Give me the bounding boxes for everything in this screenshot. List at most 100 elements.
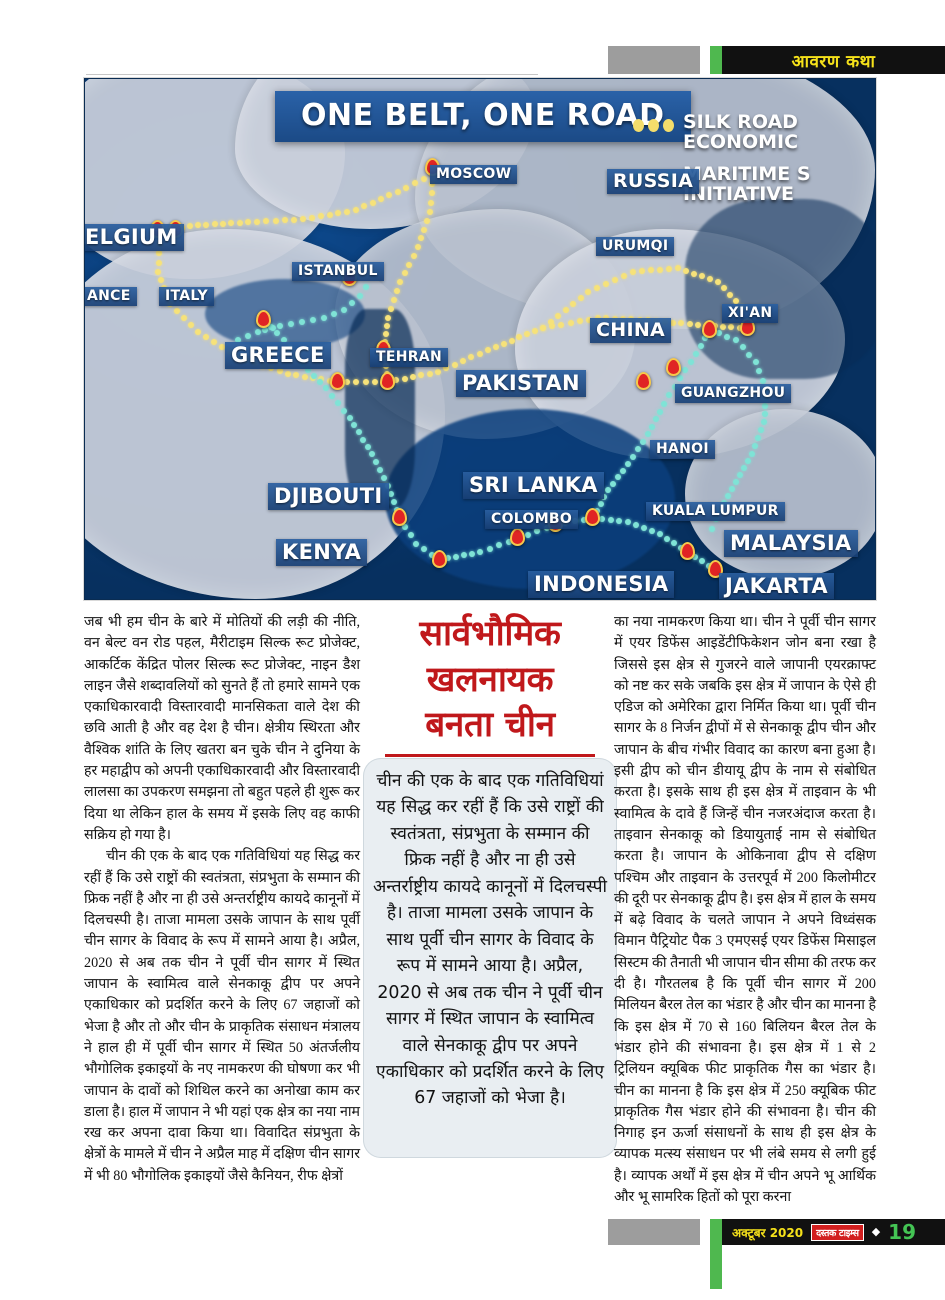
route-dot bbox=[729, 486, 735, 492]
route-dot bbox=[666, 392, 673, 399]
route-dot bbox=[331, 311, 337, 317]
article-headline: सार्वभौमिक खलनायक बनता चीन bbox=[366, 612, 614, 749]
route-dot bbox=[496, 542, 502, 548]
route-dot bbox=[391, 297, 397, 303]
route-dot bbox=[739, 344, 746, 351]
route-dot bbox=[381, 475, 387, 481]
route-dot bbox=[211, 221, 218, 227]
footer-green-accent bbox=[710, 1219, 722, 1245]
route-dot bbox=[155, 269, 161, 275]
route-dot bbox=[317, 379, 323, 385]
route-dot bbox=[753, 359, 759, 365]
route-dot bbox=[727, 291, 733, 298]
route-dot bbox=[277, 323, 283, 329]
route-dot bbox=[540, 325, 546, 331]
header-section-plate: आवरण कथा bbox=[722, 46, 945, 74]
route-dot bbox=[534, 528, 540, 534]
map-title-text: ONE BELT, ONE ROAD bbox=[301, 98, 665, 133]
route-dot bbox=[443, 365, 450, 372]
publication-logo: दस्तक टाइम्स bbox=[811, 1223, 864, 1241]
map-city-node-marker bbox=[666, 358, 681, 376]
route-dot bbox=[188, 322, 194, 328]
footer-gray-block bbox=[608, 1219, 700, 1245]
route-dot bbox=[693, 351, 699, 357]
map-label-sri-lanka: SRI LANKA bbox=[463, 472, 604, 499]
route-dot bbox=[371, 379, 378, 385]
route-dot bbox=[203, 334, 209, 340]
route-dot bbox=[576, 318, 583, 325]
route-dot bbox=[344, 208, 351, 215]
route-dot bbox=[451, 361, 458, 368]
legend-maritime-line1: MARITIME S bbox=[683, 162, 811, 185]
route-dot bbox=[699, 558, 705, 564]
route-dot bbox=[299, 319, 305, 325]
route-dot bbox=[695, 322, 701, 328]
headline-line-1: सार्वभौमिक bbox=[419, 614, 561, 654]
route-dot bbox=[435, 369, 441, 375]
route-dot bbox=[648, 267, 654, 274]
route-dot bbox=[675, 265, 681, 271]
route-dot bbox=[758, 427, 764, 433]
route-dot bbox=[351, 422, 358, 429]
route-dot bbox=[308, 214, 315, 221]
route-dot bbox=[378, 196, 384, 202]
route-dot bbox=[621, 273, 627, 279]
route-dot bbox=[715, 330, 722, 337]
route-dot bbox=[335, 210, 342, 216]
map-label-colombo: COLOMBO bbox=[485, 510, 579, 529]
route-dot bbox=[558, 321, 565, 328]
route-dot bbox=[245, 219, 251, 225]
route-dot bbox=[341, 407, 347, 414]
route-dot bbox=[353, 207, 359, 213]
route-dot bbox=[413, 541, 419, 547]
route-dot bbox=[640, 438, 646, 445]
right-paragraph-1: का नया नामकरण किया था। चीन ने पूर्वी चीन… bbox=[614, 614, 876, 1206]
route-dot bbox=[385, 315, 391, 321]
route-dot bbox=[639, 268, 645, 275]
header-gray-block bbox=[608, 46, 700, 74]
route-dot bbox=[736, 324, 743, 331]
silk-road-dots-icon bbox=[633, 119, 674, 132]
route-dot bbox=[321, 315, 327, 321]
route-dot bbox=[677, 375, 683, 381]
route-dot bbox=[607, 517, 614, 523]
route-dot bbox=[687, 359, 694, 365]
route-dot bbox=[285, 371, 291, 377]
map-city-node-marker bbox=[392, 508, 407, 526]
route-dot bbox=[630, 269, 636, 275]
route-dot bbox=[733, 298, 739, 305]
route-dot bbox=[317, 213, 324, 219]
route-dot bbox=[567, 320, 574, 326]
route-dot bbox=[492, 343, 499, 350]
route-dot bbox=[326, 211, 333, 218]
route-dot bbox=[752, 443, 758, 449]
map-label-kenya: KENYA bbox=[276, 539, 368, 566]
route-dot bbox=[362, 379, 369, 385]
route-dot bbox=[725, 493, 731, 499]
map-city-node-marker bbox=[680, 542, 695, 560]
route-dot bbox=[616, 518, 623, 524]
route-dot bbox=[305, 367, 311, 373]
route-dot bbox=[300, 216, 306, 222]
map-label-italy: ITALY bbox=[159, 287, 214, 306]
route-dot bbox=[363, 284, 369, 290]
left-paragraph-1: जब भी हम चीन के बारे में मोतियों की लड़ी… bbox=[84, 614, 360, 843]
route-dot bbox=[427, 199, 434, 206]
route-dot bbox=[532, 328, 539, 335]
route-dot bbox=[274, 330, 281, 337]
route-dot bbox=[737, 472, 743, 478]
route-dot bbox=[469, 550, 475, 557]
route-dot bbox=[263, 218, 270, 224]
route-dot bbox=[461, 552, 467, 559]
route-dot bbox=[310, 317, 316, 323]
route-dot bbox=[255, 329, 261, 335]
route-dot bbox=[219, 344, 225, 350]
map-city-node-marker bbox=[380, 372, 395, 390]
map-title-plaque: ONE BELT, ONE ROAD bbox=[275, 91, 691, 142]
map-label-hanoi: HANOI bbox=[650, 440, 715, 459]
route-dot bbox=[397, 279, 403, 285]
route-dot bbox=[254, 218, 261, 225]
route-dot bbox=[349, 300, 355, 306]
map-label-elgium: ELGIUM bbox=[85, 224, 184, 251]
route-dot bbox=[386, 192, 393, 199]
